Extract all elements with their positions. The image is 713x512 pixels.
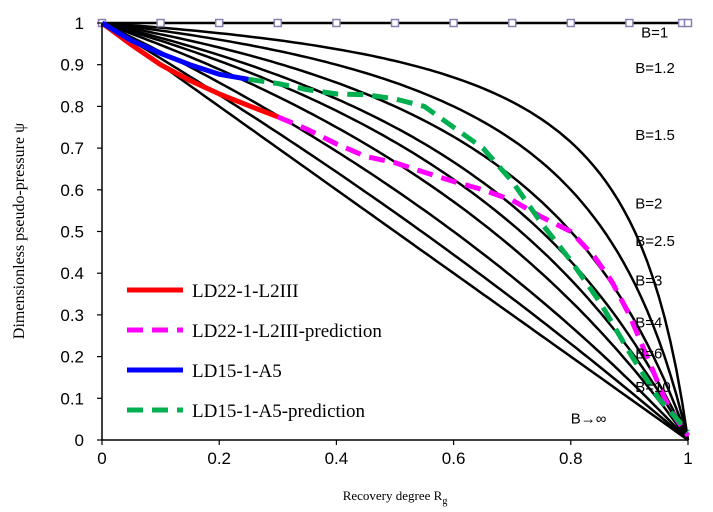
y-tick-label: 0.8 [60,97,84,116]
legend-label-ld22-1-l2iii: LD22-1-L2III [192,281,299,302]
curve-b-2-5 [101,21,690,441]
top-marker [156,18,165,28]
curve-label-b-2-5: B=2.5 [635,233,675,250]
top-marker [449,18,458,28]
curve-label-b-3: B=3 [635,273,662,290]
y-tick-label: 1 [75,14,84,33]
curve-b-10 [101,21,690,441]
data-series [100,20,691,438]
legend-label-ld15-1-a5: LD15-1-A5 [192,361,282,382]
y-tick-label: 0.5 [60,223,84,242]
legend: LD22-1-L2III LD22-1-L2III-prediction LD15-… [127,281,382,422]
legend-label-ld15-1-a5-prediction: LD15-1-A5-prediction [192,401,366,422]
curve-b-1-5 [101,21,689,441]
x-axis-title: Recovery degree Rg [343,488,448,507]
curve-label-b-6: B=6 [635,346,662,363]
top-marker [566,18,576,28]
series-ld15-1-a5 [100,20,249,82]
y-tick-label: 0.4 [60,264,84,283]
x-tick-label: 0.4 [325,449,349,468]
curve-label-b-10: B=10 [635,379,670,396]
y-tick-label: 0.1 [60,389,84,408]
x-tick-label: 0.8 [559,449,583,468]
x-tick-label: 0.2 [207,449,231,468]
top-marker [332,18,341,28]
y-tick-label: 0.2 [60,348,84,367]
series-ld22-1-l2iii [100,20,279,120]
curve-label-b-2: B=2 [635,196,662,213]
curve-b-4 [101,21,690,441]
curve-label-b-1-2: B=1.2 [635,60,675,77]
y-tick-label: 0 [75,431,84,450]
curve-binfinity [101,21,689,442]
top-markers [97,18,693,28]
series-ld15-1-a5-prediction [248,76,690,434]
legend-label-ld22-1-l2iii-prediction: LD22-1-L2III-prediction [192,321,382,342]
top-marker [214,18,224,28]
x-tick-label: 0 [97,449,106,468]
x-axis-title-subscript: g [442,496,447,507]
y-tick-label: 0.6 [60,181,84,200]
curve-label-binfinity: B→∞ [571,410,607,427]
curve-label-b-1-5: B=1.5 [635,127,675,144]
tick-labels: 0 0.2 0.4 0.6 0.8 1 0 0.1 0.2 0.3 0.4 0.5 0.6 0.7 0.8 0… [60,14,692,468]
curve-family [101,21,690,442]
curve-label-b-1: B=1 [641,25,668,42]
x-tick-label: 1 [683,449,692,468]
curve-labels: B=1 B=1.2 B=1.5 B=2 B=2.5 B=3 B=4 B=6 B=10 B→∞ [571,25,675,428]
y-tick-label: 0.3 [60,306,84,325]
curve-b-6 [101,21,690,441]
top-marker [625,18,634,28]
y-axis-title: Dimensionless pseudo-pressure ψ [11,123,28,339]
top-marker [507,18,517,28]
top-marker [683,18,693,28]
top-marker [273,18,283,28]
top-marker [390,18,400,28]
y-tick-label: 0.9 [60,56,84,75]
x-tick-label: 0.6 [442,449,466,468]
curve-b-3 [101,21,690,441]
curve-label-b-4: B=4 [635,314,662,331]
y-tick-label: 0.7 [60,139,84,158]
